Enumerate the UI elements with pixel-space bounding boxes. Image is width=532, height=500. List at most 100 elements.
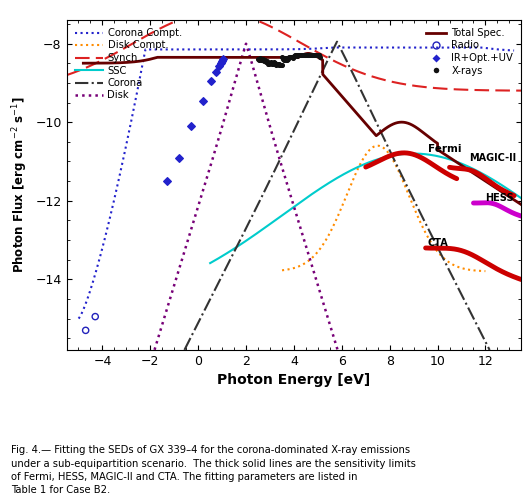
Point bbox=[306, 52, 314, 60]
Point bbox=[310, 52, 318, 60]
Point bbox=[212, 68, 220, 76]
Point bbox=[263, 58, 272, 66]
Corona bbox=[481, 338, 488, 344]
Corona bbox=[258, 195, 264, 201]
X-axis label: Photon Energy [eV]: Photon Energy [eV] bbox=[217, 374, 371, 388]
Legend: Total Spec., Radio, IR+Opt.+UV, X-rays: Total Spec., Radio, IR+Opt.+UV, X-rays bbox=[423, 25, 517, 78]
Text: HESS: HESS bbox=[485, 192, 514, 202]
Corona Compt. bbox=[258, 46, 264, 52]
Point bbox=[262, 58, 271, 66]
Point bbox=[265, 60, 273, 68]
Point bbox=[314, 52, 322, 60]
Point bbox=[259, 55, 267, 63]
Point bbox=[306, 52, 315, 60]
Total Spec. bbox=[518, 202, 525, 207]
Point bbox=[307, 52, 316, 60]
SSC bbox=[394, 152, 400, 158]
SSC bbox=[504, 186, 511, 192]
Point bbox=[303, 52, 312, 60]
Point bbox=[294, 52, 303, 60]
Point bbox=[298, 52, 307, 60]
Point bbox=[278, 53, 287, 61]
Point bbox=[285, 52, 294, 60]
Disk bbox=[258, 93, 264, 99]
Point bbox=[290, 52, 298, 60]
Point bbox=[257, 56, 266, 64]
Point bbox=[256, 54, 264, 62]
Point bbox=[261, 56, 269, 64]
Point bbox=[282, 54, 290, 62]
Text: Fermi: Fermi bbox=[428, 144, 461, 154]
SSC bbox=[279, 212, 286, 218]
SSC bbox=[258, 228, 264, 234]
Point bbox=[262, 58, 270, 66]
Point bbox=[275, 62, 283, 70]
Point bbox=[275, 60, 284, 68]
Line: SSC: SSC bbox=[210, 154, 521, 263]
Point bbox=[304, 52, 313, 60]
Point bbox=[314, 52, 323, 60]
Point bbox=[268, 60, 277, 68]
Point bbox=[257, 56, 265, 64]
Point bbox=[300, 52, 309, 60]
Point bbox=[298, 52, 306, 60]
SSC bbox=[481, 172, 488, 178]
Point bbox=[300, 52, 308, 60]
Point bbox=[316, 52, 325, 60]
Point bbox=[269, 60, 277, 68]
Corona Compt. bbox=[279, 46, 286, 52]
Point bbox=[267, 60, 275, 68]
Point bbox=[311, 52, 320, 60]
Corona Compt. bbox=[481, 45, 488, 51]
Point bbox=[280, 54, 289, 62]
Corona bbox=[394, 162, 400, 168]
Point bbox=[297, 52, 305, 60]
Point bbox=[187, 122, 195, 130]
Point bbox=[309, 52, 318, 60]
Point bbox=[308, 52, 317, 60]
Point bbox=[301, 52, 310, 60]
Total Spec. bbox=[481, 178, 488, 184]
Point bbox=[91, 312, 99, 320]
Point bbox=[288, 54, 297, 62]
Line: Corona: Corona bbox=[185, 42, 489, 350]
Corona bbox=[279, 151, 286, 157]
Point bbox=[81, 326, 90, 334]
Point bbox=[277, 61, 285, 69]
Point bbox=[199, 96, 207, 104]
Point bbox=[174, 154, 183, 162]
SSC bbox=[254, 230, 261, 236]
Corona Compt. bbox=[504, 47, 511, 53]
Point bbox=[291, 52, 300, 60]
Point bbox=[289, 52, 298, 60]
Total Spec. bbox=[504, 192, 511, 198]
Point bbox=[302, 52, 310, 60]
Corona Compt. bbox=[254, 46, 261, 52]
Point bbox=[280, 56, 288, 64]
Line: Corona Compt.: Corona Compt. bbox=[79, 48, 514, 318]
Synch. bbox=[279, 30, 286, 36]
Point bbox=[163, 177, 171, 185]
Line: Disk: Disk bbox=[154, 44, 337, 350]
Point bbox=[260, 58, 269, 66]
Synch. bbox=[254, 18, 261, 24]
Point bbox=[218, 57, 227, 65]
Point bbox=[286, 53, 295, 61]
Point bbox=[264, 60, 272, 68]
Disk Compt. bbox=[394, 164, 400, 170]
Point bbox=[303, 52, 311, 60]
Disk Compt. bbox=[481, 268, 488, 274]
Text: CTA: CTA bbox=[428, 238, 449, 248]
Synch. bbox=[394, 80, 400, 86]
Point bbox=[271, 60, 280, 68]
Point bbox=[279, 54, 287, 62]
Point bbox=[312, 52, 321, 60]
Synch. bbox=[214, 9, 221, 15]
Point bbox=[293, 52, 302, 60]
Synch. bbox=[504, 88, 511, 94]
Synch. bbox=[63, 72, 70, 78]
Total Spec. bbox=[279, 54, 286, 60]
Point bbox=[255, 55, 264, 63]
SSC bbox=[518, 196, 525, 202]
Disk bbox=[279, 166, 286, 172]
